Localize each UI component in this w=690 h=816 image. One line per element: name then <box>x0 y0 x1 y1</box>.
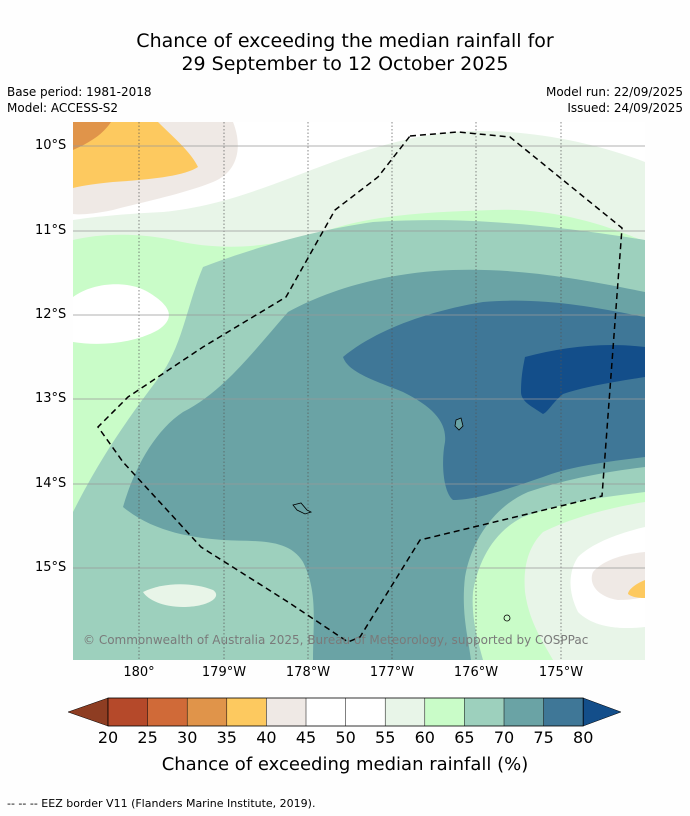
graticule-meridians <box>138 122 562 660</box>
colorbar-extend-low <box>67 697 109 727</box>
lat-label-12s: 12°S <box>35 307 67 322</box>
lat-label-10s: 10°S <box>35 138 67 153</box>
graticule-parallels <box>73 145 645 569</box>
island-west <box>292 502 313 515</box>
eez-legend: -- -- -- EEZ border V11 (Flanders Marine… <box>7 797 316 810</box>
meta-right: Model run: 22/09/2025 Issued: 24/09/2025 <box>546 84 683 116</box>
colorbar-extend-high <box>582 697 622 727</box>
lon-label-177w: 177°W <box>369 665 415 680</box>
colorbar-seg-65-70 <box>464 698 504 726</box>
colorbar-seg-30-35 <box>187 698 227 726</box>
colorbar-seg-40-45 <box>266 698 306 726</box>
band-60-southwest <box>143 584 217 607</box>
colorbar-seg-60-65 <box>424 698 465 726</box>
colorbar-seg-25-30 <box>147 698 188 726</box>
colorbar-seg-50-55 <box>345 698 386 726</box>
base-period: Base period: 1981-2018 <box>7 85 152 99</box>
lon-label-178w: 178°W <box>285 665 331 680</box>
map-svg: © Commonwealth of Australia 2025, Bureau… <box>73 122 645 660</box>
colorbar-tick-75: 75 <box>533 728 554 747</box>
colorbar-tick-60: 60 <box>414 728 435 747</box>
lat-label-11s: 11°S <box>35 223 67 238</box>
title-line-2: 29 September to 12 October 2025 <box>181 53 509 75</box>
lat-label-13s: 13°S <box>35 391 67 406</box>
island-south <box>503 614 511 622</box>
band-55-west <box>73 284 169 344</box>
colorbar-seg-45-50 <box>306 698 346 726</box>
rainfall-map[interactable]: © Commonwealth of Australia 2025, Bureau… <box>73 122 645 660</box>
island-east <box>454 417 464 431</box>
band-40-north <box>73 122 198 188</box>
colorbar-tick-65: 65 <box>454 728 475 747</box>
band-35-north <box>73 122 111 150</box>
band-85 <box>521 345 645 414</box>
colorbar-tick-50: 50 <box>335 728 356 747</box>
chart-title: Chance of exceeding the median rainfall … <box>0 30 690 76</box>
colorbar-tick-80: 80 <box>573 728 594 747</box>
colorbar-seg-35-40 <box>226 698 267 726</box>
lat-label-14s: 14°S <box>35 476 67 491</box>
lon-label-176w: 176°W <box>453 665 499 680</box>
title-line-1: Chance of exceeding the median rainfall … <box>136 30 554 52</box>
colorbar-tick-20: 20 <box>97 728 119 747</box>
colorbar-seg-20-25 <box>108 698 148 726</box>
colorbar-tick-25: 25 <box>137 728 158 747</box>
colorbar-label: Chance of exceeding median rainfall (%) <box>161 754 529 775</box>
colorbar-svg <box>67 697 622 727</box>
model-name: Model: ACCESS-S2 <box>7 101 119 115</box>
lat-label-15s: 15°S <box>35 560 67 575</box>
lon-label-180: 180° <box>123 665 155 680</box>
colorbar-tick-45: 45 <box>295 728 317 747</box>
meta-left: Base period: 1981-2018 Model: ACCESS-S2 <box>7 84 152 116</box>
lon-label-175w: 175°W <box>538 665 584 680</box>
colorbar-tick-70: 70 <box>493 728 515 747</box>
colorbar-tick-35: 35 <box>216 728 237 747</box>
issued-date: Issued: 24/09/2025 <box>567 101 683 115</box>
colorbar-seg-55-60 <box>385 698 425 726</box>
colorbar-tick-40: 40 <box>256 728 277 747</box>
colorbar-seg-70-75 <box>504 698 544 726</box>
colorbar-tick-30: 30 <box>177 728 198 747</box>
model-run: Model run: 22/09/2025 <box>545 85 683 99</box>
colorbar-dividers <box>147 698 544 726</box>
eez-border <box>97 131 623 643</box>
band-40-southeast <box>628 580 645 598</box>
colorbar-seg-75-80 <box>543 698 584 726</box>
copyright-text: © Commonwealth of Australia 2025, Bureau… <box>83 633 588 647</box>
colorbar-tick-55: 55 <box>375 728 396 747</box>
lon-label-179w: 179°W <box>201 665 247 680</box>
colorbar <box>67 697 622 727</box>
